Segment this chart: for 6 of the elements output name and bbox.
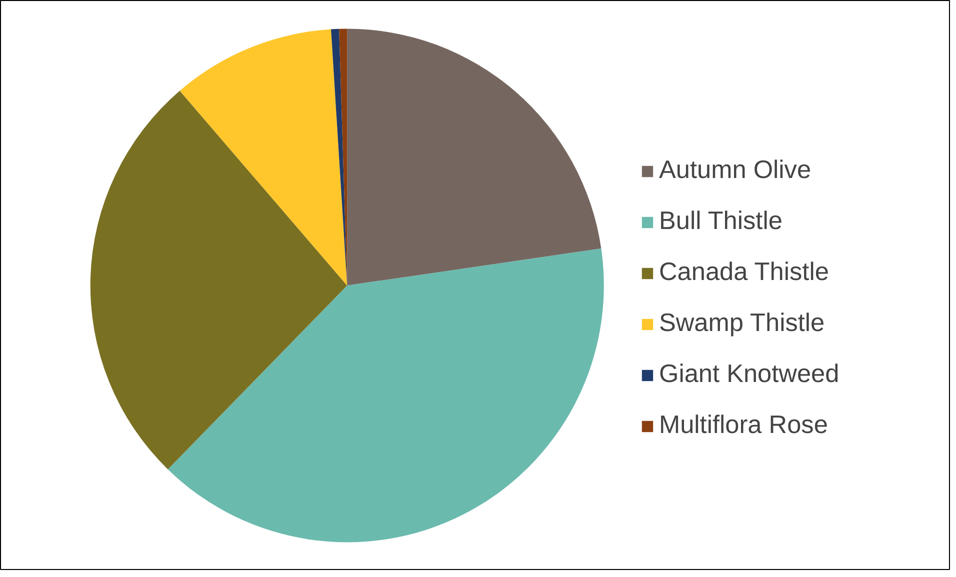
legend-label: Swamp Thistle	[659, 309, 825, 338]
legend-label: Autumn Olive	[659, 156, 812, 185]
legend-label: Bull Thistle	[659, 207, 782, 236]
legend-label: Canada Thistle	[659, 258, 829, 287]
legend-label: Giant Knotweed	[659, 360, 840, 389]
legend-label: Multiflora Rose	[659, 411, 828, 440]
